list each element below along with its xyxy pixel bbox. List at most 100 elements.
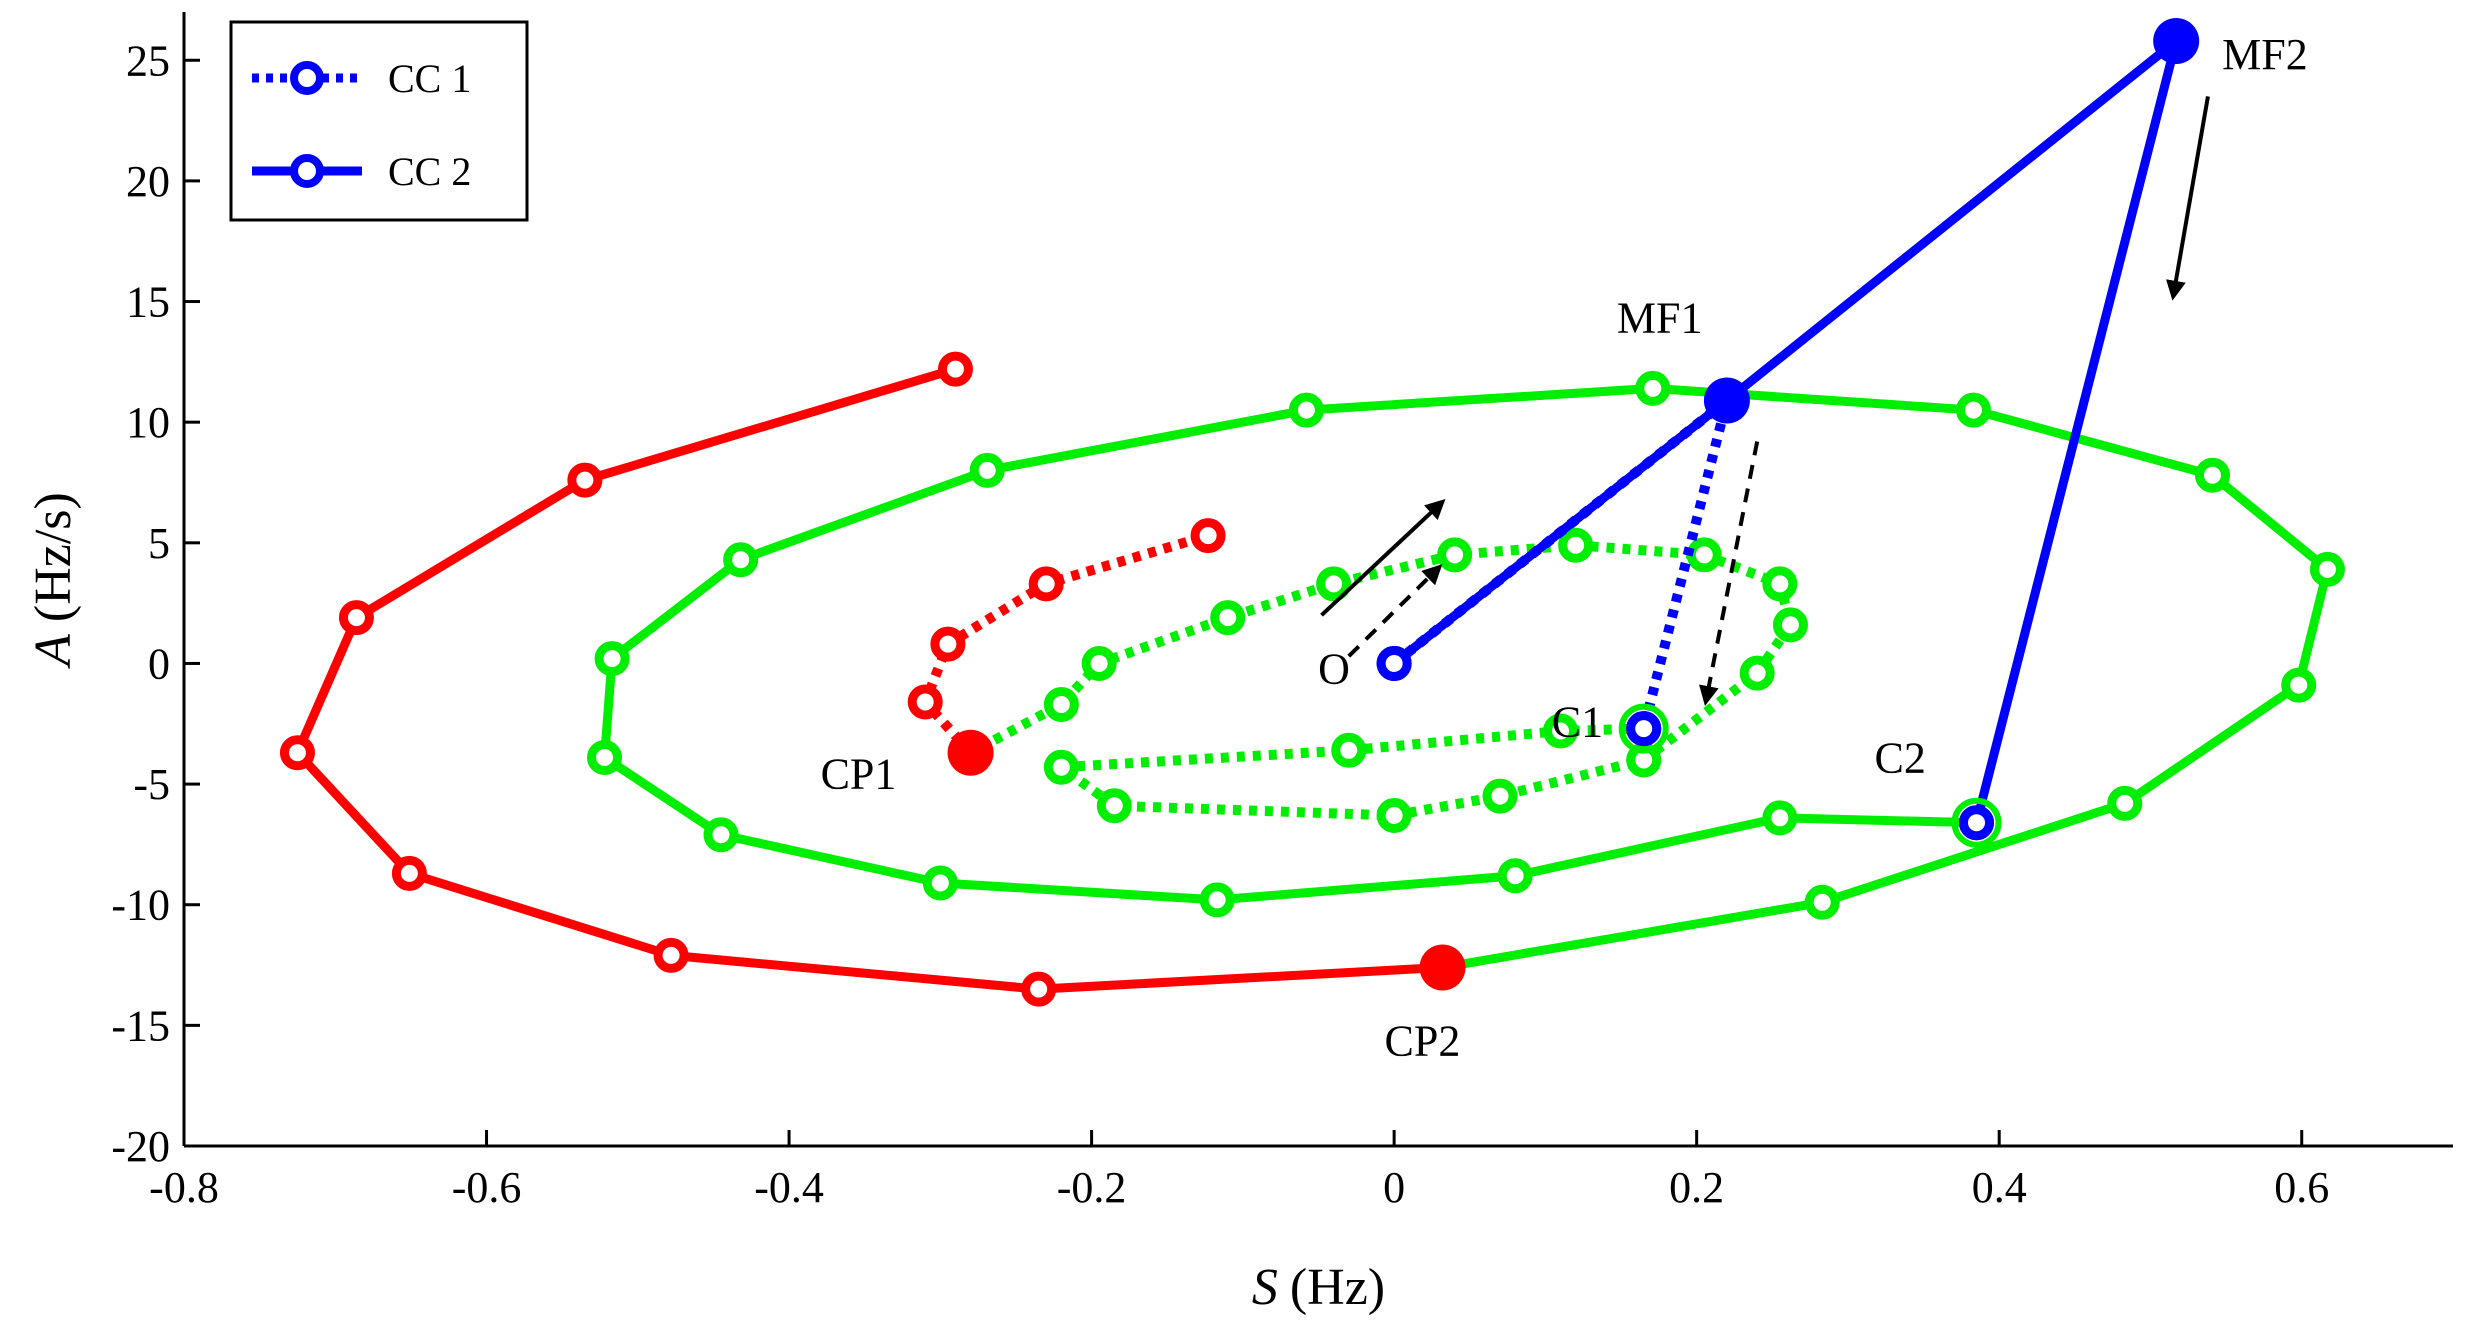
series-point: [1804, 884, 1840, 920]
series-point: [2281, 667, 2317, 703]
x-tick-label: -0.6: [452, 1163, 522, 1212]
series-point: [1955, 392, 1991, 428]
x-tick-label: -0.2: [1057, 1163, 1127, 1212]
clearing-point-marker: [1626, 711, 1662, 747]
annotation-label: O: [1318, 644, 1350, 693]
y-axis-label-unit: (Hz/s): [25, 492, 82, 622]
x-tick-label: -0.4: [754, 1163, 824, 1212]
series-point: [1437, 537, 1473, 573]
y-tick-label: -10: [111, 881, 170, 930]
series-point: [587, 740, 623, 776]
series-point: [1096, 788, 1132, 824]
series-point: [937, 351, 973, 387]
clearing-point-marker: [1959, 805, 1995, 841]
series-line-3: [968, 540, 1796, 821]
series-point: [703, 817, 739, 853]
series-point: [1043, 686, 1079, 722]
series-point: [1043, 749, 1079, 785]
annotation-label: MF1: [1617, 293, 1703, 342]
x-tick-label: 0: [1383, 1163, 1405, 1212]
key-point-marker: [947, 729, 994, 776]
series-point: [930, 626, 966, 662]
y-tick-label: 20: [126, 157, 170, 206]
direction-arrow: [2166, 96, 2210, 301]
series-point: [1028, 566, 1064, 602]
series-point: [1210, 600, 1246, 636]
axes: S (Hz) A (Hz/s) -0.8 -0.6 -0.4 -0.2 0 0.2 0.4 0.6…: [25, 12, 2453, 1316]
series-point: [2194, 457, 2230, 493]
annotation-label: C1: [1552, 698, 1603, 747]
series-point: [1021, 971, 1057, 1007]
series-point: [1376, 797, 1412, 833]
legend-cc1-label: CC 1: [388, 56, 471, 101]
series-point: [338, 600, 374, 636]
series-point: [1762, 800, 1798, 836]
series-point: [1199, 882, 1235, 918]
series-point: [1543, 713, 1579, 749]
annotations: O C1 C2 MF1 MF2 CP1 CP2: [821, 30, 2308, 1066]
annotation-label: C2: [1875, 734, 1926, 783]
annotation-label: CP2: [1385, 1016, 1461, 1065]
series-point: [1190, 518, 1226, 554]
series-point: [922, 865, 958, 901]
series-point: [723, 542, 759, 578]
legend-cc1-marker: [290, 61, 324, 95]
series-point: [1762, 566, 1798, 602]
key-point-marker: [1419, 944, 1466, 991]
x-tick-label: -0.8: [149, 1163, 219, 1212]
series-point: [1331, 732, 1367, 768]
series-point: [279, 735, 315, 771]
series-point: [1635, 370, 1671, 406]
series-point: [1316, 566, 1352, 602]
x-axis-label-unit: (Hz): [1290, 1259, 1385, 1316]
series-point: [653, 937, 689, 973]
x-axis-label: S (Hz): [1252, 1259, 1385, 1316]
x-tick-label: 0.2: [1669, 1163, 1724, 1212]
x-tick-label: 0.4: [1972, 1163, 2027, 1212]
series-point: [2107, 785, 2143, 821]
y-tick-label: -15: [111, 1001, 170, 1050]
legend-cc2-label: CC 2: [388, 149, 471, 194]
series-line-6: [292, 364, 1443, 994]
y-axis-label-var: A: [25, 634, 82, 669]
series-point: [1739, 655, 1775, 691]
y-tick-label: 15: [126, 278, 170, 327]
x-tick-label: 0.6: [2274, 1163, 2329, 1212]
series-point: [1497, 858, 1533, 894]
legend-cc2-marker: [290, 154, 324, 188]
key-point-marker: [2153, 17, 2200, 64]
y-tick-label: 5: [148, 519, 170, 568]
direction-arrow: [1320, 499, 1446, 617]
series-point: [1686, 537, 1722, 573]
legend: CC 1 CC 2: [229, 20, 529, 222]
series-line-2: [1391, 36, 2181, 824]
legend-box: [229, 20, 529, 222]
series-point: [2309, 551, 2345, 587]
series-point: [567, 462, 603, 498]
plot-area: [279, 17, 2345, 1007]
x-axis-label-var: S: [1252, 1259, 1278, 1316]
series-point: [1772, 607, 1808, 643]
series-point: [1288, 392, 1324, 428]
origin-marker: [1376, 645, 1412, 681]
y-tick-label: -20: [111, 1122, 170, 1171]
y-tick-label: 0: [148, 639, 170, 688]
direction-arrow: [1699, 441, 1760, 706]
y-axis-label: A (Hz/s): [25, 492, 82, 669]
key-point-marker: [1703, 377, 1750, 424]
series-point: [969, 452, 1005, 488]
direction-arrow: [1347, 564, 1443, 658]
series-point: [391, 855, 427, 891]
y-tick-label: -5: [133, 760, 170, 809]
y-tick-label: 10: [126, 398, 170, 447]
series-point: [1626, 742, 1662, 778]
clearing-point-ring: [1618, 703, 1669, 754]
series-point: [594, 641, 630, 677]
series-point: [1081, 645, 1117, 681]
series-point: [1482, 778, 1518, 814]
clearing-point-ring: [1951, 797, 2002, 848]
annotation-label: CP1: [821, 750, 897, 799]
series-point: [1558, 527, 1594, 563]
y-tick-label: 25: [126, 36, 170, 85]
